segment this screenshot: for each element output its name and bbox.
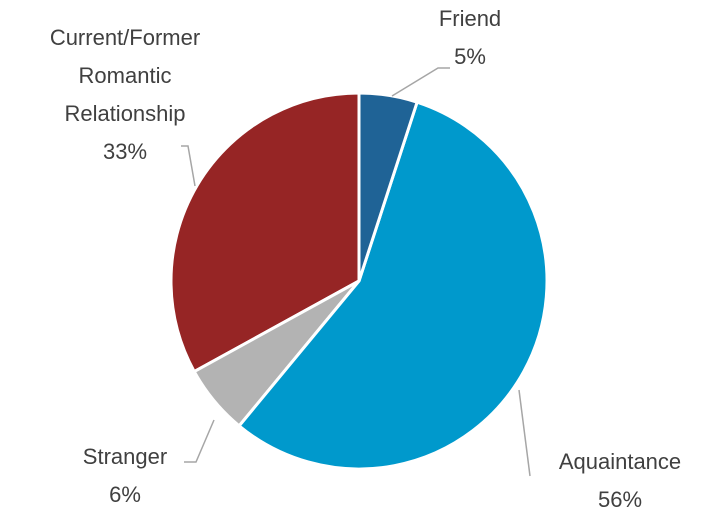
pie-slice [357,91,419,283]
slice-label: Stranger 6% [15,438,235,514]
category-label: Current/Former Romantic Relationship [49,25,201,126]
category-label: Stranger [82,444,168,469]
leader-line [518,389,531,477]
value-label: 33% [102,139,148,164]
pie-slice [237,100,549,471]
value-label: 56% [597,487,643,512]
value-label: 6% [109,482,141,507]
leader-line [391,67,450,97]
category-label: Aquaintance [558,449,682,474]
leader-line [184,419,215,463]
category-label: Friend [438,6,502,31]
leader-line [181,145,196,187]
slice-label: Current/Former Romantic Relationship 33% [15,19,235,171]
slice-label: Aquaintance 56% [510,443,719,519]
pie-slice [169,91,361,374]
slice-label: Friend 5% [360,0,580,76]
value-label: 5% [454,44,486,69]
